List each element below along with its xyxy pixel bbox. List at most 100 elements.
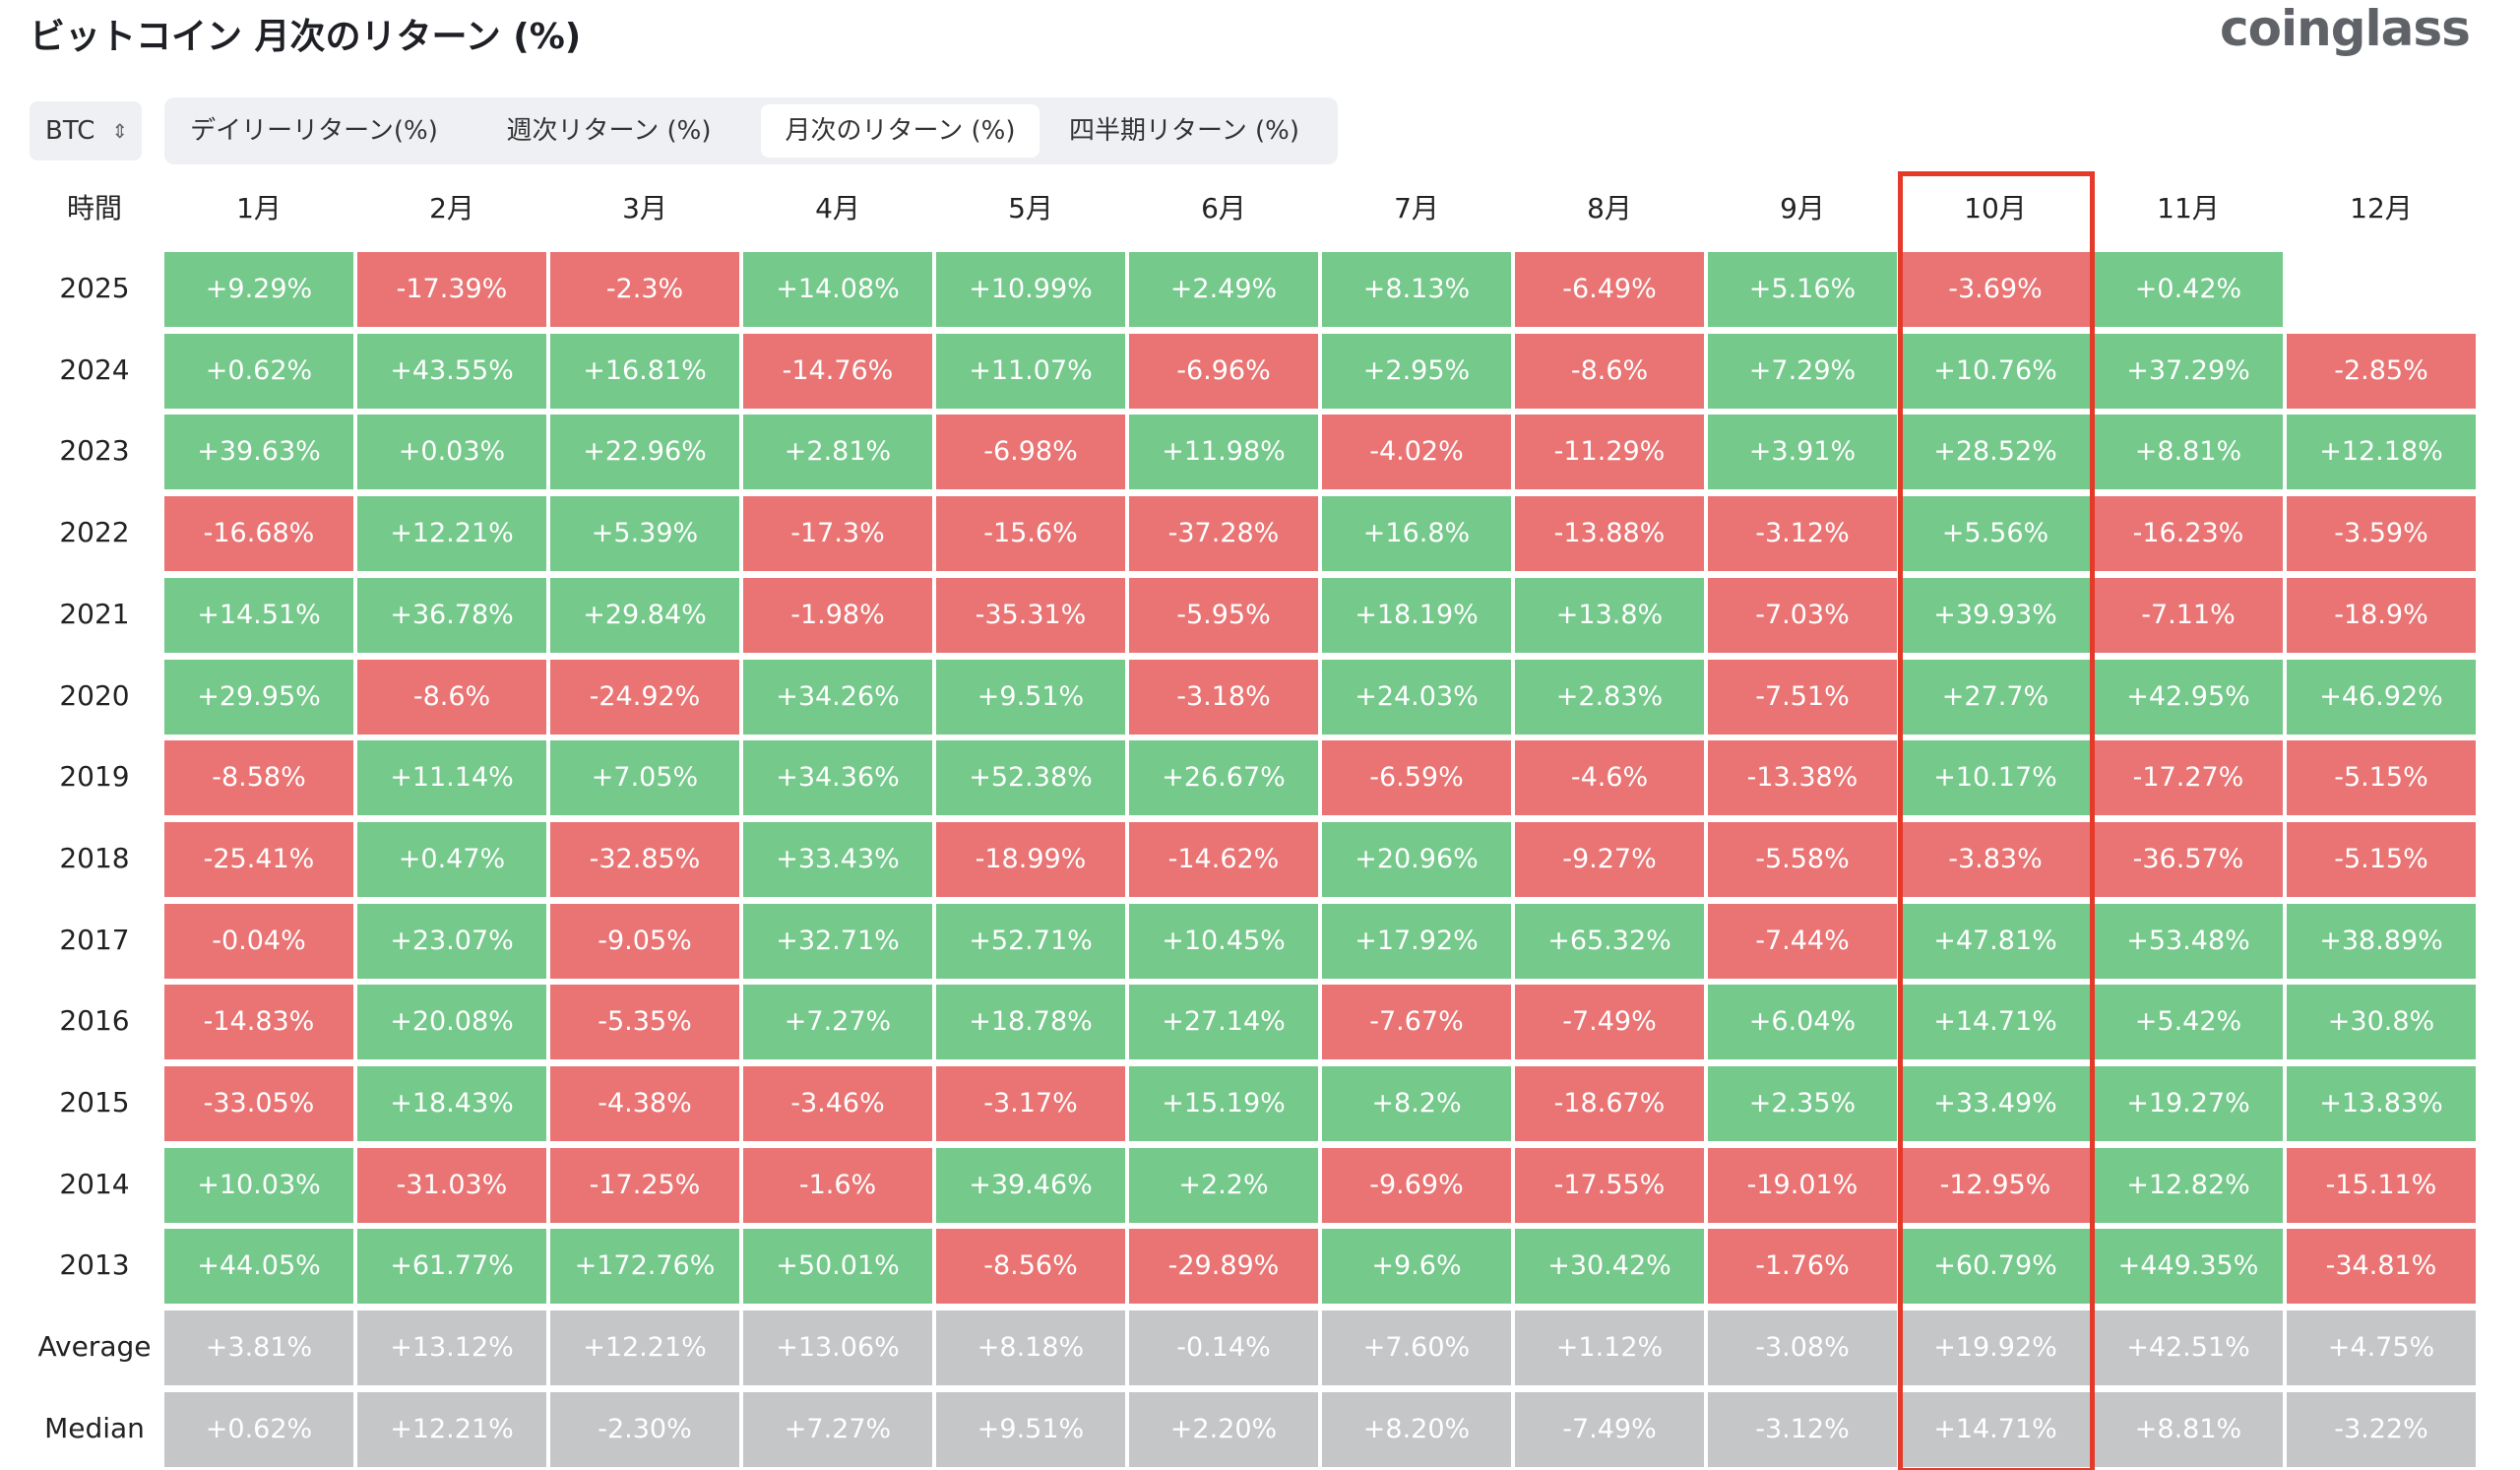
return-cell: -7.44% [1708,903,1897,979]
return-cell: +11.98% [1129,415,1318,490]
return-cell: +26.67% [1129,740,1318,816]
return-cell: -6.49% [1515,252,1704,327]
return-cell: +29.84% [550,577,739,653]
return-cell: +36.78% [357,577,546,653]
return-cell: +20.96% [1322,821,1511,897]
return-cell: -9.27% [1515,821,1704,897]
return-cell: +0.62% [164,1391,353,1467]
return-cell: -7.49% [1515,1391,1704,1467]
return-cell: -17.55% [1515,1147,1704,1223]
return-cell: -3.83% [1901,821,2090,897]
return-cell: +42.51% [2094,1310,2283,1386]
return-cell: -37.28% [1129,496,1318,572]
return-cell: -0.04% [164,903,353,979]
column-header: 時間 [66,192,122,224]
return-cell: +50.01% [743,1229,932,1305]
coin-selector[interactable]: BTC ⇕ [30,101,142,160]
return-cell: +11.14% [357,740,546,816]
return-cell: -18.9% [2287,577,2476,653]
return-cell: +0.62% [164,333,353,409]
return-cell: -1.98% [743,577,932,653]
tab[interactable]: デイリーリターン(%) [190,116,438,146]
return-cell: +52.38% [936,740,1125,816]
return-cell: +10.45% [1129,903,1318,979]
return-cell: +5.42% [2094,985,2283,1060]
return-cell: +0.03% [357,415,546,490]
return-cell: +12.21% [550,1310,739,1386]
return-cell: -19.01% [1708,1147,1897,1223]
return-cell: -5.35% [550,985,739,1060]
tab[interactable]: 週次リターン (%) [506,116,712,146]
tab[interactable]: 月次のリターン (%) [761,104,1040,158]
return-cell: +9.51% [936,1391,1125,1467]
return-cell: +65.32% [1515,903,1704,979]
return-cell: +39.93% [1901,577,2090,653]
return-cell: +46.92% [2287,659,2476,735]
return-cell: +2.95% [1322,333,1511,409]
return-cell: -1.6% [743,1147,932,1223]
return-cell: +9.6% [1322,1229,1511,1305]
return-cell: +32.71% [743,903,932,979]
return-cell: -7.51% [1708,659,1897,735]
return-cell: +4.75% [2287,1310,2476,1386]
return-cell: -3.12% [1708,496,1897,572]
return-cell: -36.57% [2094,821,2283,897]
return-cell: +7.05% [550,740,739,816]
return-cell: +24.03% [1322,659,1511,735]
return-cell: +2.35% [1708,1066,1897,1141]
return-cell: +13.83% [2287,1066,2476,1141]
column-header: 10月 [1964,192,2027,224]
return-cell: -5.15% [2287,740,2476,816]
highlight-box [1898,171,2095,1470]
return-cell: +23.07% [357,903,546,979]
return-cell: -0.14% [1129,1310,1318,1386]
return-cell: +60.79% [1901,1229,2090,1305]
return-cell: +7.29% [1708,333,1897,409]
row-label: 2021 [59,597,130,630]
return-cell: +28.52% [1901,415,2090,490]
return-cell: -17.3% [743,496,932,572]
return-cell: +9.29% [164,252,353,327]
return-cell: +19.92% [1901,1310,2090,1386]
return-cell: -8.58% [164,740,353,816]
return-cell: -4.6% [1515,740,1704,816]
return-cell: +43.55% [357,333,546,409]
return-cell: +34.36% [743,740,932,816]
return-cell: +8.2% [1322,1066,1511,1141]
return-cell: -3.17% [936,1066,1125,1141]
return-cell: +7.27% [743,985,932,1060]
return-cell: +27.14% [1129,985,1318,1060]
return-cell: +37.29% [2094,333,2283,409]
return-cell: +8.18% [936,1310,1125,1386]
return-cell: +30.8% [2287,985,2476,1060]
column-header: 9月 [1780,192,1825,224]
return-cell: +14.71% [1901,1391,2090,1467]
return-cell: -3.69% [1901,252,2090,327]
return-cell: +14.71% [1901,985,2090,1060]
return-cell: +12.21% [357,1391,546,1467]
return-cell: -3.08% [1708,1310,1897,1386]
return-cell: -3.46% [743,1066,932,1141]
return-cell: -1.76% [1708,1229,1897,1305]
return-cell: +12.82% [2094,1147,2283,1223]
column-header: 3月 [622,192,667,224]
tab[interactable]: 四半期リターン (%) [1069,116,1299,146]
return-cell: -3.59% [2287,496,2476,572]
return-cell: +16.8% [1322,496,1511,572]
row-label: 2013 [59,1248,130,1282]
return-cell: -18.99% [936,821,1125,897]
row-label: 2014 [59,1167,130,1200]
return-cell: -14.76% [743,333,932,409]
return-cell: +13.06% [743,1310,932,1386]
page-title: ビットコイン 月次のリターン (%) [30,17,582,57]
return-cell: -32.85% [550,821,739,897]
return-cell: -14.83% [164,985,353,1060]
return-cell: +12.18% [2287,415,2476,490]
return-cell: -17.25% [550,1147,739,1223]
tab-bar: デイリーリターン(%) 週次リターン (%) 月次のリターン (%) 四半期リターン … [164,97,1338,164]
return-cell: +16.81% [550,333,739,409]
return-cell: -8.6% [357,659,546,735]
return-cell: +2.81% [743,415,932,490]
return-cell: +8.20% [1322,1391,1511,1467]
